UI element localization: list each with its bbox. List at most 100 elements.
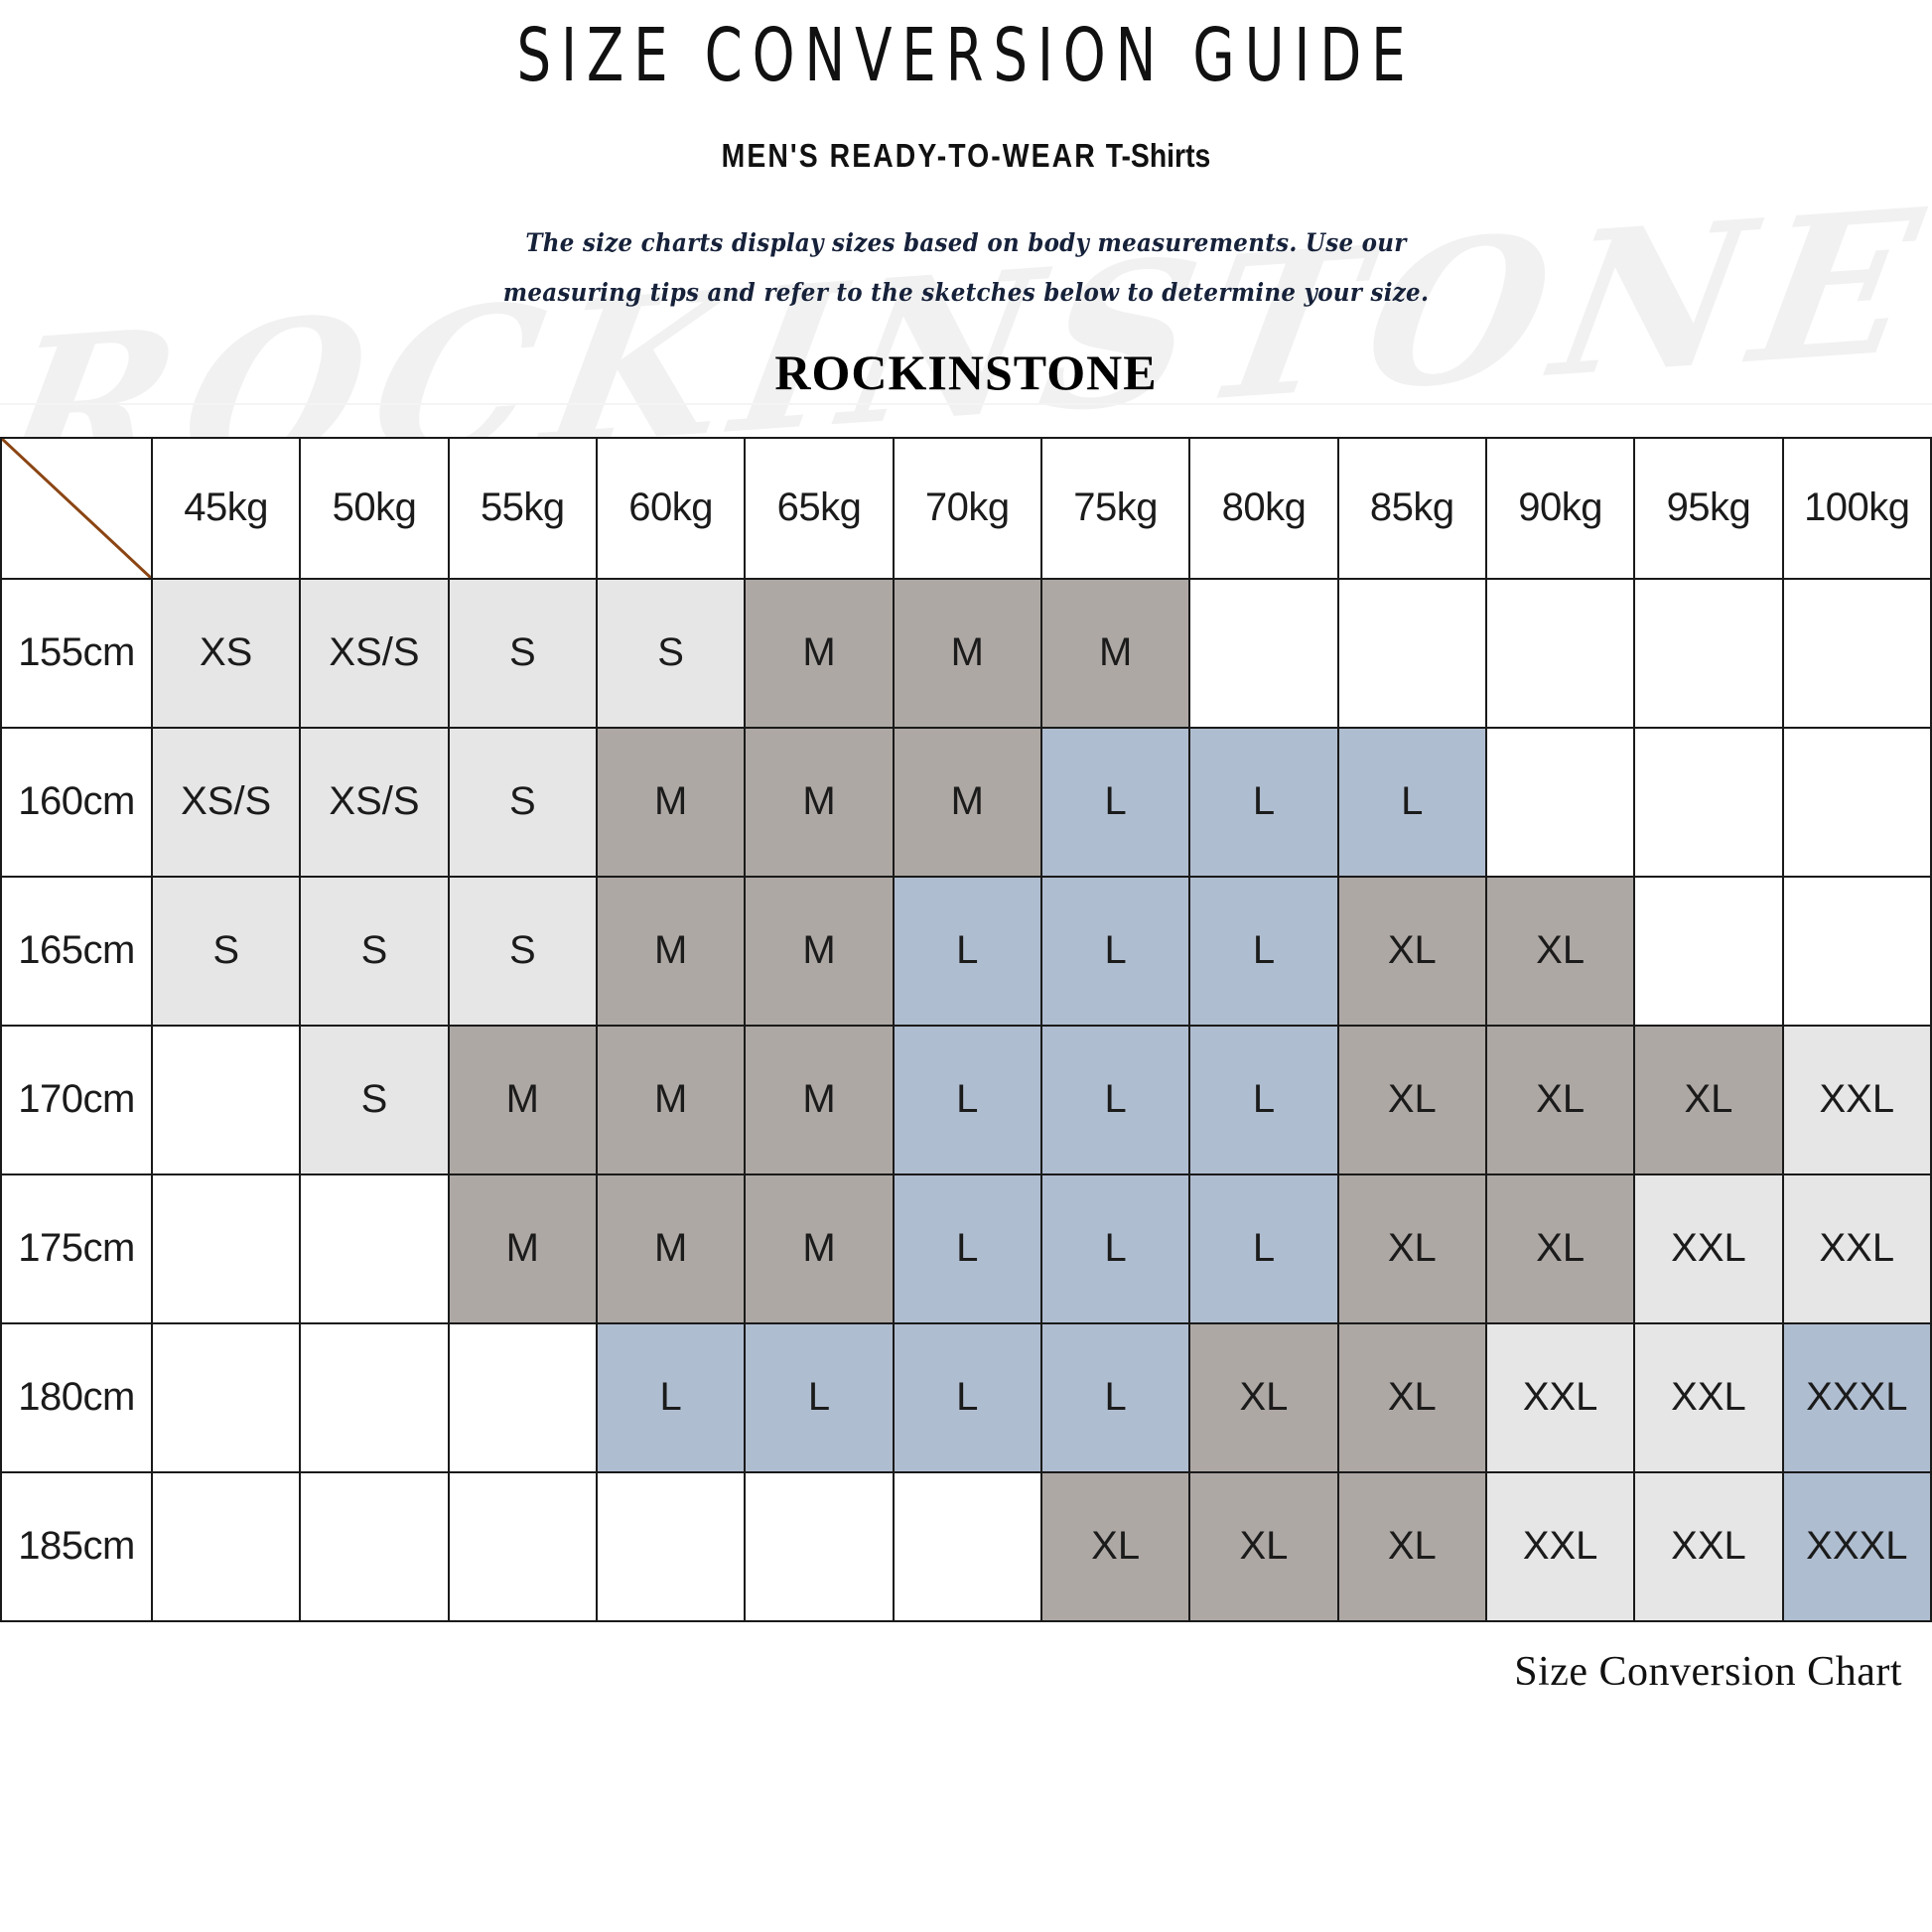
column-header-55kg: 55kg [447,436,598,580]
size-cell-165cm-75kg: L [1039,875,1191,1027]
size-cell-185cm-45kg [150,1470,302,1622]
size-cell-155cm-80kg [1188,577,1339,729]
size-table-body: 45kg 50kg 55kg 60kg 65kg 70kg 75kg 80kg 85kg 90kg… [0,436,1932,1622]
size-cell-160cm-65kg: M [744,726,895,878]
size-cell-160cm-70kg: M [892,726,1042,878]
size-cell-175cm-80kg: L [1188,1173,1339,1324]
size-cell-170cm-75kg: L [1039,1024,1191,1175]
table-row: 185cm XL XL XL XXL XXL XXXL [0,1470,1932,1622]
size-cell-180cm-100kg: XXXL [1781,1321,1932,1473]
size-cell-180cm-75kg: L [1039,1321,1191,1473]
size-cell-165cm-70kg: L [892,875,1042,1027]
size-cell-160cm-100kg [1781,726,1932,878]
column-header-80kg: 80kg [1188,436,1339,580]
size-table-container: 45kg 50kg 55kg 60kg 65kg 70kg 75kg 80kg 85kg 90kg… [0,436,1932,1622]
table-row: 155cm XS XS/S S S M M M [0,577,1932,729]
table-row: 180cm L L L L XL XL XXL XXL XXXL [0,1321,1932,1473]
size-cell-155cm-60kg: S [595,577,747,729]
size-cell-175cm-65kg: M [744,1173,895,1324]
size-cell-175cm-100kg: XXL [1781,1173,1932,1324]
size-cell-185cm-55kg [447,1470,598,1622]
size-cell-185cm-75kg: XL [1039,1470,1191,1622]
size-cell-160cm-60kg: M [595,726,747,878]
size-cell-185cm-80kg: XL [1188,1470,1339,1622]
size-cell-185cm-65kg [744,1470,895,1622]
row-header-160cm: 160cm [0,726,153,878]
size-cell-165cm-95kg [1633,875,1784,1027]
size-cell-175cm-90kg: XL [1484,1173,1636,1324]
brand-name: ROCKINSTONE [774,344,1158,400]
size-cell-170cm-45kg [150,1024,302,1175]
column-header-85kg: 85kg [1336,436,1487,580]
column-header-95kg: 95kg [1633,436,1784,580]
row-header-175cm: 175cm [0,1173,153,1324]
size-cell-165cm-65kg: M [744,875,895,1027]
size-cell-165cm-80kg: L [1188,875,1339,1027]
size-cell-180cm-80kg: XL [1188,1321,1339,1473]
table-row: 175cm M M M L L L XL XL XXL XXL [0,1173,1932,1324]
size-cell-160cm-75kg: L [1039,726,1191,878]
size-cell-155cm-90kg [1484,577,1636,729]
size-cell-170cm-55kg: M [447,1024,598,1175]
size-cell-180cm-55kg [447,1321,598,1473]
size-cell-165cm-90kg: XL [1484,875,1636,1027]
size-cell-170cm-100kg: XXL [1781,1024,1932,1175]
size-cell-180cm-70kg: L [892,1321,1042,1473]
size-cell-160cm-95kg [1633,726,1784,878]
size-cell-185cm-95kg: XXL [1633,1470,1784,1622]
size-cell-155cm-75kg: M [1039,577,1191,729]
footer-caption: Size Conversion Chart [1514,1648,1902,1695]
size-cell-180cm-60kg: L [595,1321,747,1473]
column-header-90kg: 90kg [1484,436,1636,580]
size-cell-170cm-80kg: L [1188,1024,1339,1175]
corner-cell [0,436,153,580]
row-header-165cm: 165cm [0,875,153,1027]
description-text: The size charts display sizes based on b… [502,227,1430,307]
size-cell-155cm-100kg [1781,577,1932,729]
size-cell-160cm-55kg: S [447,726,598,878]
size-conversion-table: 45kg 50kg 55kg 60kg 65kg 70kg 75kg 80kg 85kg 90kg… [0,436,1932,1622]
column-header-70kg: 70kg [892,436,1042,580]
row-header-170cm: 170cm [0,1024,153,1175]
column-header-45kg: 45kg [150,436,302,580]
size-cell-155cm-50kg: XS/S [299,577,450,729]
column-header-60kg: 60kg [595,436,747,580]
size-cell-165cm-60kg: M [595,875,747,1027]
size-cell-160cm-90kg [1484,726,1636,878]
size-cell-170cm-70kg: L [892,1024,1042,1175]
size-cell-170cm-65kg: M [744,1024,895,1175]
size-cell-175cm-55kg: M [447,1173,598,1324]
column-header-50kg: 50kg [299,436,450,580]
size-cell-185cm-100kg: XXXL [1781,1470,1932,1622]
size-cell-175cm-95kg: XXL [1633,1173,1784,1324]
column-header-100kg: 100kg [1781,436,1932,580]
size-cell-180cm-85kg: XL [1336,1321,1487,1473]
size-cell-175cm-75kg: L [1039,1173,1191,1324]
size-cell-180cm-65kg: L [744,1321,895,1473]
size-cell-180cm-50kg [299,1321,450,1473]
row-header-155cm: 155cm [0,577,153,729]
size-cell-155cm-55kg: S [447,577,598,729]
size-cell-185cm-70kg [892,1470,1042,1622]
size-cell-155cm-95kg [1633,577,1784,729]
size-cell-160cm-80kg: L [1188,726,1339,878]
table-header-row: 45kg 50kg 55kg 60kg 65kg 70kg 75kg 80kg 85kg 90kg… [0,436,1932,580]
size-cell-180cm-45kg [150,1321,302,1473]
size-cell-175cm-45kg [150,1173,302,1324]
size-cell-165cm-50kg: S [299,875,450,1027]
size-cell-180cm-90kg: XXL [1484,1321,1636,1473]
size-cell-160cm-45kg: XS/S [150,726,302,878]
size-cell-170cm-60kg: M [595,1024,747,1175]
subtitle-spacer [1097,137,1106,174]
row-header-180cm: 180cm [0,1321,153,1473]
size-cell-175cm-60kg: M [595,1173,747,1324]
column-header-75kg: 75kg [1039,436,1191,580]
diagonal-divider-icon [3,439,150,577]
size-cell-170cm-95kg: XL [1633,1024,1784,1175]
size-cell-160cm-50kg: XS/S [299,726,450,878]
page-title: SIZE CONVERSION GUIDE [516,13,1416,98]
subtitle-category: MEN'S READY-TO-WEAR [721,136,1097,174]
size-cell-155cm-70kg: M [892,577,1042,729]
size-cell-170cm-85kg: XL [1336,1024,1487,1175]
